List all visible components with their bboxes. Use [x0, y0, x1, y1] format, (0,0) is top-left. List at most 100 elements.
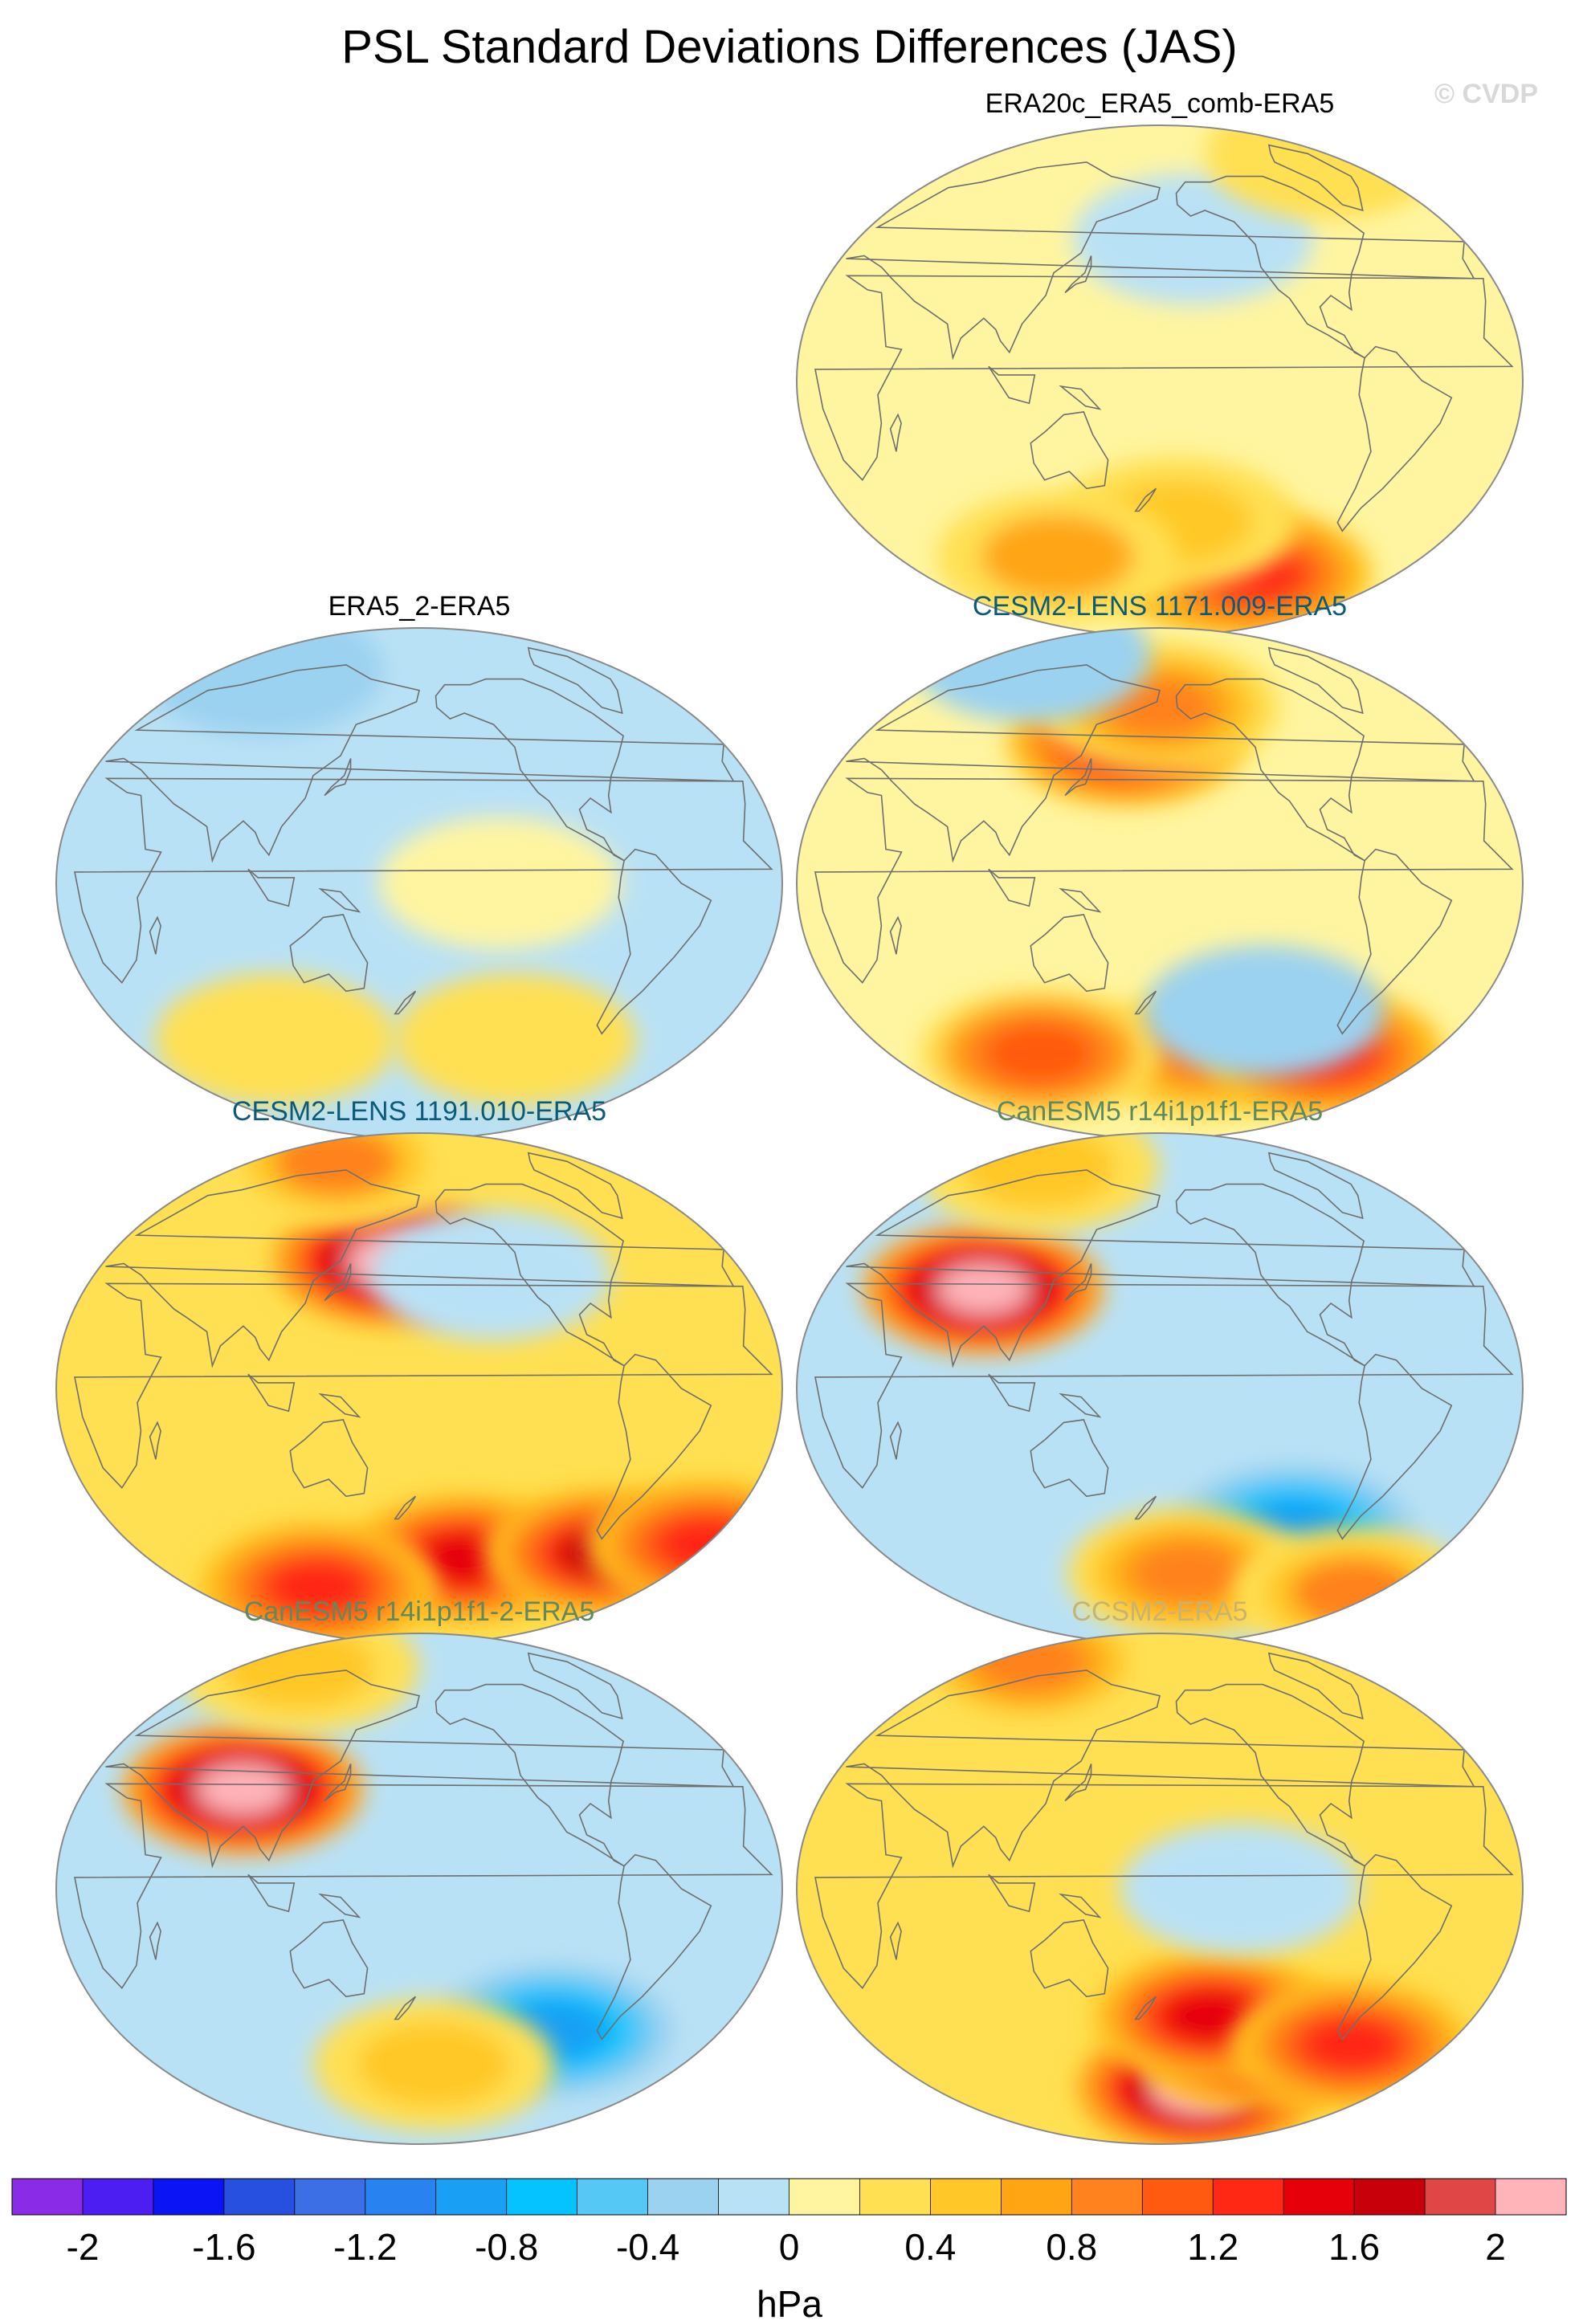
- colorbar-swatch: [83, 2179, 154, 2215]
- anomaly-blob: [313, 1999, 555, 2131]
- anomaly-blob: [936, 491, 1178, 623]
- coastline: [1064, 1263, 1092, 1302]
- coastline: [318, 887, 361, 913]
- map-panel: CCSM2-ERA5: [796, 1596, 1524, 2145]
- anomaly-features: [909, 628, 1446, 1119]
- anomaly-contour: [357, 2023, 511, 2107]
- coastline: [247, 1373, 296, 1413]
- map-panel: CESM2-LENS 1171.009-ERA5: [796, 591, 1524, 1140]
- coastline: [324, 1763, 352, 1802]
- coastline: [527, 646, 623, 715]
- anomaly-blob: [394, 973, 636, 1106]
- coastlines: [74, 1652, 773, 2041]
- anomaly-blob: [1230, 1979, 1472, 2111]
- coastline: [846, 1169, 1475, 1368]
- coastline: [889, 915, 902, 955]
- coastline: [324, 1263, 352, 1302]
- colorbar-swatch: [859, 2179, 932, 2215]
- coastline: [247, 868, 296, 907]
- coastline: [846, 161, 1475, 361]
- coastline: [149, 915, 161, 955]
- coastline: [814, 1783, 1514, 1989]
- anomaly-features: [936, 125, 1447, 636]
- colorbar-swatch: [1142, 2179, 1214, 2215]
- coastline: [1336, 848, 1453, 1035]
- colorbar-swatch: [12, 2179, 84, 2215]
- coastline: [988, 868, 1036, 907]
- anomaly-contour: [155, 973, 397, 1106]
- panel-title: ERA5_2-ERA5: [328, 591, 511, 622]
- anomaly-features: [909, 1633, 1472, 2144]
- coastline: [394, 1495, 417, 1520]
- anomaly-contour: [274, 1133, 398, 1196]
- map-panel: CESM2-LENS 1191.010-ERA5: [55, 1096, 783, 1645]
- anomaly-contour: [909, 628, 1151, 723]
- coastline: [988, 365, 1036, 405]
- colorbar-tick-label: 0.4: [904, 2226, 956, 2268]
- coastline: [105, 1670, 735, 1869]
- coastline: [1030, 1919, 1109, 1998]
- coastline: [1267, 144, 1364, 212]
- colorbar-tick-label: 0: [779, 2226, 800, 2268]
- coastline: [1134, 1495, 1157, 1520]
- colorbar-tick-label: -1.2: [333, 2226, 397, 2268]
- colorbar-swatch: [577, 2179, 649, 2215]
- anomaly-blob: [919, 988, 1161, 1119]
- colorbar-swatch: [647, 2179, 720, 2215]
- anomaly-features: [197, 1133, 782, 1644]
- colorbar-swatch: [365, 2179, 437, 2215]
- colorbar-swatch: [153, 2179, 225, 2215]
- coastline: [1267, 1152, 1364, 1220]
- coastline: [814, 777, 1514, 984]
- panel-title: CESM2-LENS 1171.009-ERA5: [973, 591, 1347, 622]
- colorbar-swatch: [1071, 2179, 1143, 2215]
- coastline: [74, 1783, 773, 1989]
- coastline: [527, 1652, 623, 1720]
- anomaly-blob: [909, 628, 1151, 723]
- coastline: [1336, 1353, 1453, 1540]
- colorbar-swatch: [435, 2179, 508, 2215]
- colorbar-swatch: [930, 2179, 1002, 2215]
- anomaly-blob: [1233, 1527, 1475, 1644]
- coastline: [596, 848, 712, 1035]
- anomaly-contour: [1291, 1559, 1415, 1627]
- anomaly-contour: [1120, 1823, 1361, 1955]
- colorbar-tick-label: -0.4: [616, 2226, 679, 2268]
- colorbar-tick-label: 1.2: [1187, 2226, 1238, 2268]
- coastline: [324, 758, 352, 797]
- coastline: [889, 1421, 902, 1460]
- coastline: [1336, 1853, 1453, 2041]
- coastline: [1134, 487, 1157, 512]
- coastline: [988, 1373, 1036, 1413]
- coastline: [1059, 385, 1102, 410]
- coastline: [846, 664, 1475, 863]
- coastline: [74, 1282, 773, 1489]
- anomaly-blob: [197, 1521, 439, 1644]
- anomaly-features: [122, 1633, 675, 2131]
- anomaly-blob: [155, 973, 397, 1106]
- colorbar-tick-label: -1.6: [192, 2226, 255, 2268]
- coastlines: [814, 646, 1514, 1035]
- map-panel: CanESM5 r14i1p1f1-2-ERA5: [55, 1596, 783, 2145]
- anomaly-contour: [1133, 1543, 1242, 1603]
- panel-title: CanESM5 r14i1p1f1-ERA5: [997, 1096, 1323, 1127]
- anomaly-blob: [863, 1223, 1104, 1356]
- colorbar-swatch: [1425, 2179, 1496, 2215]
- anomaly-contour: [936, 1263, 1030, 1315]
- anomaly-contour: [394, 973, 636, 1106]
- coastline: [1059, 1893, 1102, 1918]
- colorbar-swatch: [1495, 2179, 1567, 2215]
- colorbar-tick-label: -2: [67, 2226, 100, 2268]
- colorbar-swatch: [1001, 2179, 1072, 2215]
- coastline: [889, 413, 902, 452]
- coastline: [1064, 255, 1092, 294]
- coastline: [846, 1670, 1475, 1869]
- anomaly-contour: [195, 1763, 290, 1816]
- anomaly-contour: [1105, 677, 1214, 737]
- coastline: [1059, 887, 1102, 913]
- colorbar-swatch: [1283, 2179, 1355, 2215]
- coastlines: [814, 1152, 1514, 1540]
- colorbar-swatch: [1354, 2179, 1426, 2215]
- map-panel: ERA20c_ERA5_comb-ERA5: [796, 88, 1524, 637]
